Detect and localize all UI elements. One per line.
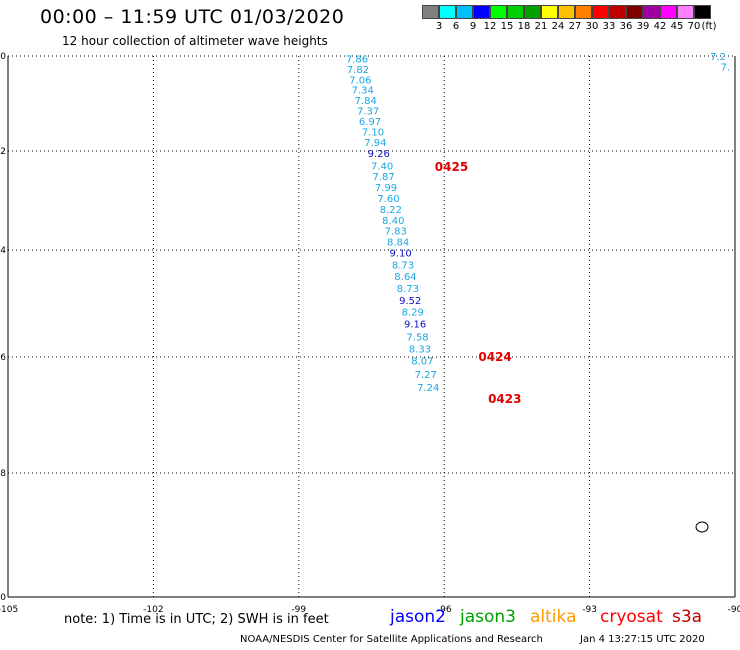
latitude-tick-label: -70	[0, 593, 6, 603]
latitude-tick-label: -66	[0, 353, 6, 363]
wave-height-value: 7.34	[352, 86, 374, 97]
wave-height-value: 8.29	[402, 308, 424, 319]
colorbar-swatch	[507, 5, 524, 19]
wave-height-value: 7.60	[377, 194, 399, 205]
colorbar-swatch	[422, 5, 439, 19]
colorbar-swatch	[626, 5, 643, 19]
colorbar-swatch	[575, 5, 592, 19]
pass-time-label: 0425	[435, 160, 468, 174]
colorbar-label: 24	[551, 21, 565, 32]
wave-height-value: 7.37	[357, 107, 379, 118]
colorbar-swatch	[439, 5, 456, 19]
wave-height-value: 8.07	[411, 356, 433, 367]
colorbar-label: 6	[452, 21, 460, 32]
colorbar-labels: 3 6 9 12 15 18 21 24 27 30 33 36 39 42 45 70 (ft)	[422, 21, 740, 35]
wave-height-value: 8.73	[397, 284, 419, 295]
colorbar-swatch	[660, 5, 677, 19]
wave-height-value: 7.83	[385, 227, 407, 238]
wave-height-value: 9.52	[399, 296, 421, 307]
wave-height-value: 7.87	[372, 172, 394, 183]
pass-time-label: 0423	[488, 392, 521, 406]
colorbar-swatch	[524, 5, 541, 19]
colorbar-label: 15	[500, 21, 514, 32]
page-subtitle: 12 hour collection of altimeter wave hei…	[62, 34, 328, 48]
wave-height-value: 7.40	[371, 161, 393, 172]
wave-height-value: 7.82	[347, 65, 369, 76]
colorbar-label: 3	[435, 21, 443, 32]
colorbar-label: 21	[534, 21, 548, 32]
latitude-tick-label: -68	[0, 469, 6, 479]
wave-height-value: 8.84	[387, 238, 409, 249]
wave-height-value: 9.16	[404, 319, 426, 330]
units-note: note: 1) Time is in UTC; 2) SWH is in fe…	[64, 612, 329, 627]
wave-height-value: 7.06	[349, 75, 371, 86]
colorbar-swatch	[490, 5, 507, 19]
page-title: 00:00 – 11:59 UTC 01/03/2020	[40, 6, 345, 28]
colorbar-swatch	[558, 5, 575, 19]
longitude-tick-label: -96	[437, 605, 452, 615]
colorbar-label: 39	[636, 21, 650, 32]
wave-height-value: 7.84	[355, 96, 377, 107]
colorbar-label: 33	[602, 21, 616, 32]
wave-height-value: 8.22	[380, 205, 402, 216]
wave-height-value: 8.73	[392, 260, 414, 271]
wave-height-value: 7.2	[710, 52, 726, 63]
wave-height-value: 7.10	[362, 128, 384, 139]
colorbar-label: 9	[469, 21, 477, 32]
wave-height-value: 7.94	[364, 138, 386, 149]
island-outline	[695, 521, 709, 533]
colorbar-label: 27	[568, 21, 582, 32]
colorbar-swatch	[473, 5, 490, 19]
timestamp-text: Jan 4 13:27:15 UTC 2020	[580, 634, 705, 645]
colorbar-label: 30	[585, 21, 599, 32]
colorbar-swatch	[677, 5, 694, 19]
latitude-tick-label: -62	[0, 147, 6, 157]
longitude-tick-label: -93	[582, 605, 597, 615]
wave-height-value: 8.33	[409, 344, 431, 355]
colorbar-label: 42	[653, 21, 667, 32]
colorbar-swatch	[609, 5, 626, 19]
colorbar-swatch	[592, 5, 609, 19]
latitude-tick-label: -60	[0, 52, 6, 62]
legend-item-jason2: jason2	[390, 607, 446, 627]
wave-height-value: 8.64	[394, 272, 416, 283]
wave-height-value: 9.10	[389, 249, 411, 260]
pass-time-label: 0424	[478, 350, 511, 364]
wave-height-value: 8.40	[382, 216, 404, 227]
colorbar-label: 18	[517, 21, 531, 32]
colorbar-swatch	[694, 5, 711, 19]
longitude-tick-label: -102	[143, 605, 163, 615]
legend-item-cryosat: cryosat	[600, 607, 663, 627]
longitude-tick-label: -105	[0, 605, 18, 615]
colorbar-label: 70	[687, 21, 701, 32]
wave-height-value: 7.99	[375, 183, 397, 194]
colorbar-swatch	[541, 5, 558, 19]
latitude-tick-label: -64	[0, 246, 6, 256]
colorbar-label: 12	[483, 21, 497, 32]
wave-height-value: 7.27	[415, 370, 437, 381]
credit-text: NOAA/NESDIS Center for Satellite Applica…	[240, 634, 543, 645]
colorbar-swatch	[643, 5, 660, 19]
longitude-tick-label: -99	[291, 605, 306, 615]
colorbar	[422, 5, 711, 19]
longitude-tick-label: -90	[728, 605, 740, 615]
wave-height-value: 7.86	[346, 54, 368, 65]
wave-height-value: 9.26	[368, 149, 390, 160]
legend-item-jason3: jason3	[460, 607, 516, 627]
colorbar-label: 45	[670, 21, 684, 32]
wave-height-value: 7.24	[417, 383, 439, 394]
legend-item-s3a: s3a	[672, 607, 703, 627]
wave-height-value: 7.	[721, 62, 731, 73]
colorbar-unit: (ft)	[701, 21, 717, 32]
colorbar-label: 36	[619, 21, 633, 32]
colorbar-swatch	[456, 5, 473, 19]
wave-height-value: 6.97	[359, 117, 381, 128]
legend-item-altika: altika	[530, 607, 577, 627]
wave-height-value: 7.58	[406, 333, 428, 344]
